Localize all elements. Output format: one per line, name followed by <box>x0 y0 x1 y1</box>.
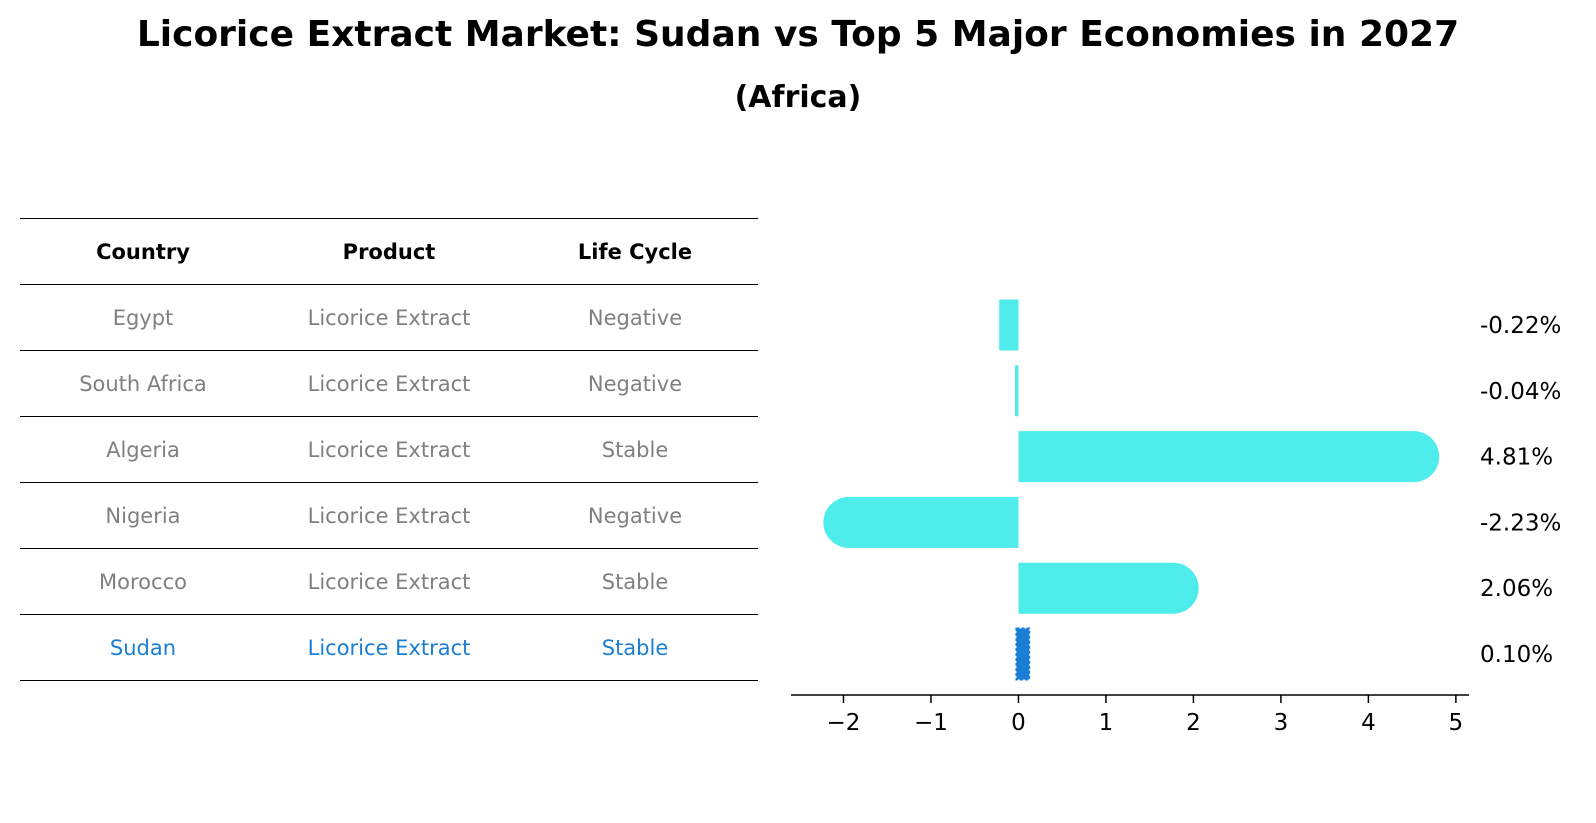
data-table: Country Product Life Cycle Egypt Licoric… <box>20 218 758 681</box>
data-label: 4.81% <box>1480 445 1553 471</box>
cell-country: Nigeria <box>105 503 181 528</box>
chart-title: Licorice Extract Market: Sudan vs Top 5 … <box>136 14 1460 55</box>
table-row: Algeria Licorice Extract Stable <box>20 416 758 482</box>
table-row-highlighted: Sudan Licorice Extract Stable <box>20 614 758 681</box>
column-header-country: Country <box>96 239 190 264</box>
chart-subtitle: (Africa) <box>734 80 862 115</box>
cell-product: Licorice Extract <box>307 635 471 660</box>
cell-country: Egypt <box>112 305 174 330</box>
cell-country: Algeria <box>106 437 180 462</box>
x-tick-label: −1 <box>914 710 948 736</box>
bar-egypt <box>999 299 1019 351</box>
cell-product: Licorice Extract <box>307 569 471 594</box>
x-tick-label: 4 <box>1361 710 1376 736</box>
bar-algeria <box>1018 431 1440 483</box>
table-header-row: Country Product Life Cycle <box>20 218 758 284</box>
table-row: South Africa Licorice Extract Negative <box>20 350 758 416</box>
data-label: -0.22% <box>1480 313 1561 339</box>
bar-sudan <box>1015 627 1031 681</box>
cell-life-cycle: Negative <box>587 371 683 396</box>
cell-product: Licorice Extract <box>307 503 471 528</box>
bar-south-africa <box>1014 365 1019 417</box>
column-header-life-cycle: Life Cycle <box>577 239 693 264</box>
x-tick-label: 1 <box>1099 710 1114 736</box>
cell-life-cycle: Negative <box>587 305 683 330</box>
table-row: Egypt Licorice Extract Negative <box>20 284 758 350</box>
x-tick-label: 5 <box>1449 710 1464 736</box>
cell-product: Licorice Extract <box>307 305 471 330</box>
cell-life-cycle: Stable <box>601 437 669 462</box>
cell-country: Sudan <box>109 635 177 660</box>
data-label: -0.04% <box>1480 379 1561 405</box>
cell-product: Licorice Extract <box>307 437 471 462</box>
bar-morocco <box>1018 562 1199 614</box>
data-label: 0.10% <box>1480 642 1553 668</box>
data-label: 2.06% <box>1480 576 1553 602</box>
x-tick-label: 3 <box>1274 710 1289 736</box>
x-tick-label: 2 <box>1186 710 1201 736</box>
table-row: Nigeria Licorice Extract Negative <box>20 482 758 548</box>
cell-country: Morocco <box>99 569 187 594</box>
x-tick-label: 0 <box>1011 710 1026 736</box>
table-row: Morocco Licorice Extract Stable <box>20 548 758 614</box>
cell-life-cycle: Stable <box>601 635 669 660</box>
data-label: -2.23% <box>1480 510 1561 536</box>
cell-country: South Africa <box>79 371 207 396</box>
cell-product: Licorice Extract <box>307 371 471 396</box>
x-tick-label: −2 <box>827 710 861 736</box>
column-header-product: Product <box>342 239 436 264</box>
bar-nigeria <box>823 496 1019 548</box>
cell-life-cycle: Stable <box>601 569 669 594</box>
cell-life-cycle: Negative <box>587 503 683 528</box>
